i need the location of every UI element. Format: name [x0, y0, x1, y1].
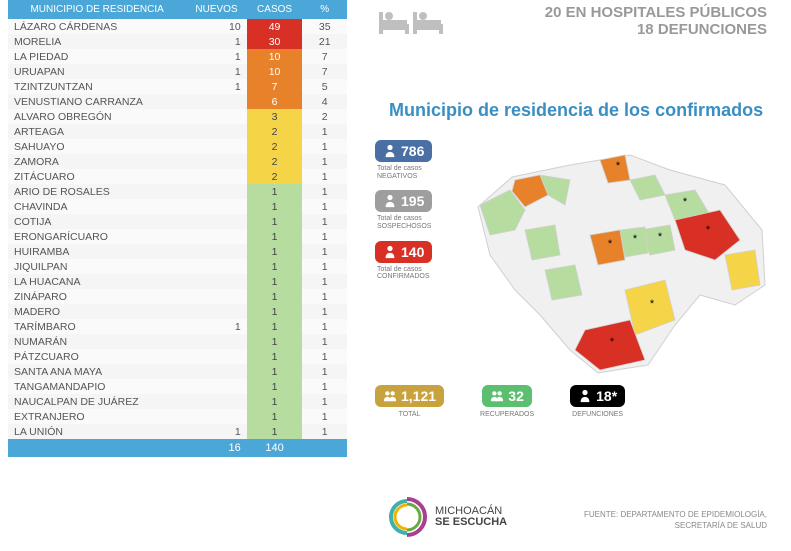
table-row: MORELIA13021 — [8, 34, 347, 49]
table-row: JIQUILPAN11 — [8, 259, 347, 274]
table-row: CHAVINDA11 — [8, 199, 347, 214]
svg-text:*: * — [650, 298, 655, 310]
badge-total: 1,121 — [375, 385, 444, 407]
top-stats: 20 EN HOSPITALES PÚBLICOS 18 DEFUNCIONES — [355, 0, 791, 50]
person-icon — [578, 389, 592, 403]
svg-text:*: * — [658, 231, 663, 243]
col-nuevos: NUEVOS — [186, 0, 246, 19]
table-row: NUMARÁN11 — [8, 334, 347, 349]
col-municipio: MUNICIPIO DE RESIDENCIA — [8, 0, 186, 19]
table-row: VENUSTIANO CARRANZA64 — [8, 94, 347, 109]
badge-confirmados: 140 — [375, 241, 432, 263]
badge-negativos: 786 — [375, 140, 432, 162]
person-icon — [383, 144, 397, 158]
table-row: LA UNIÓN111 — [8, 424, 347, 439]
table-row: ZINÁPARO11 — [8, 289, 347, 304]
logo-icon — [385, 495, 429, 539]
table-row: LA PIEDAD1107 — [8, 49, 347, 64]
table-row: ERONGARÍCUARO11 — [8, 229, 347, 244]
table-row: NAUCALPAN DE JUÁREZ11 — [8, 394, 347, 409]
table-row: ARTEAGA21 — [8, 124, 347, 139]
table-row: SANTA ANA MAYA11 — [8, 364, 347, 379]
col-pct: % — [302, 0, 347, 19]
badge-recuperados: 32 — [482, 385, 532, 407]
table-row: HUIRAMBA11 — [8, 244, 347, 259]
logo: MICHOACÁN SE ESCUCHA — [385, 495, 507, 539]
badge-defunciones: 18* — [570, 385, 625, 407]
table-row: ZAMORA21 — [8, 154, 347, 169]
table-row: ARIO DE ROSALES11 — [8, 184, 347, 199]
table-row: TANGAMANDAPIO11 — [8, 379, 347, 394]
svg-text:*: * — [706, 224, 711, 236]
bottom-badges: 1,121 TOTAL 32 RECUPERADOS 18* DEFUNCION… — [375, 385, 625, 418]
svg-text:*: * — [608, 238, 613, 250]
logo-line2: SE ESCUCHA — [435, 516, 507, 528]
section-title: Municipio de residencia de los confirmad… — [389, 100, 763, 121]
svg-text:*: * — [610, 336, 615, 348]
table-row: LA HUACANA11 — [8, 274, 347, 289]
people-icon — [490, 389, 504, 403]
col-casos: CASOS — [247, 0, 303, 19]
badge-sospechosos: 195 — [375, 190, 432, 212]
total-casos: 140 — [247, 439, 303, 457]
table-row: EXTRANJERO11 — [8, 409, 347, 424]
table-row: ZITÁCUARO21 — [8, 169, 347, 184]
table-row: COTIJA11 — [8, 214, 347, 229]
table-row: TARÍMBARO111 — [8, 319, 347, 334]
info-panel: 20 EN HOSPITALES PÚBLICOS 18 DEFUNCIONES… — [355, 0, 791, 551]
stat-column: 786 Total de casosNEGATIVOS 195 Total de… — [375, 140, 465, 291]
table-row: MADERO11 — [8, 304, 347, 319]
svg-text:*: * — [633, 233, 638, 245]
table-row: URUAPAN1107 — [8, 64, 347, 79]
table-row: TZINTZUNTZAN175 — [8, 79, 347, 94]
map: * * * * * * * * — [470, 135, 770, 375]
bed-icon — [379, 6, 443, 42]
svg-text:*: * — [683, 196, 688, 208]
table-row: SAHUAYO21 — [8, 139, 347, 154]
person-icon — [383, 245, 397, 259]
person-icon — [383, 194, 397, 208]
people-icon — [383, 389, 397, 403]
table-row: LÁZARO CÁRDENAS104935 — [8, 19, 347, 34]
cases-table: MUNICIPIO DE RESIDENCIA NUEVOS CASOS % L… — [8, 0, 347, 457]
table-panel: MUNICIPIO DE RESIDENCIA NUEVOS CASOS % L… — [0, 0, 355, 551]
total-nuevos: 16 — [186, 439, 246, 457]
table-row: ALVARO OBREGÓN32 — [8, 109, 347, 124]
table-row: PÁTZCUARO11 — [8, 349, 347, 364]
source-text: FUENTE: DEPARTAMENTO DE EPIDEMIOLOGÍA, S… — [584, 510, 767, 531]
svg-text:*: * — [616, 160, 621, 172]
